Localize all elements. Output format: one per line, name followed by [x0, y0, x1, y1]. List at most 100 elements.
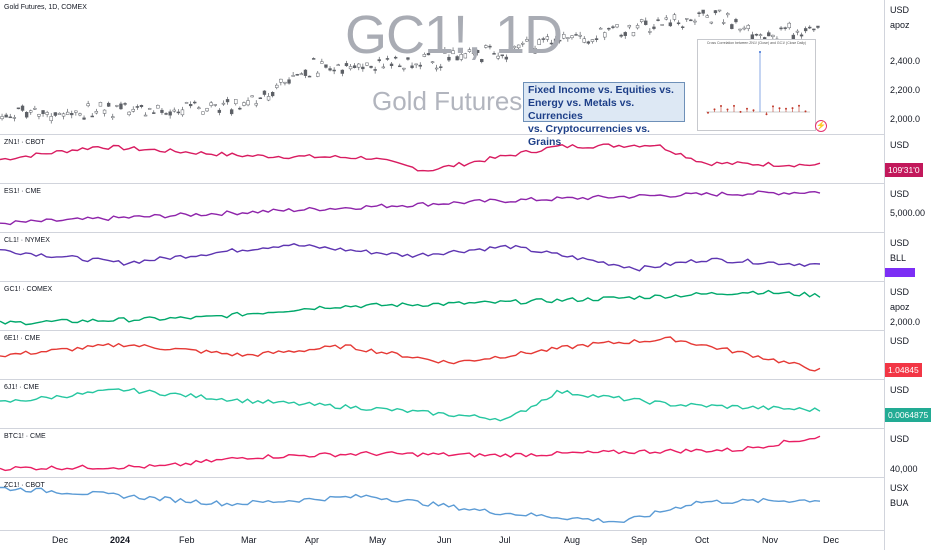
- candle-body: [685, 18, 689, 20]
- candle-body: [82, 117, 86, 120]
- zn-axis: USD 109'31'0: [885, 135, 932, 184]
- candle-body: [147, 108, 152, 110]
- gc-pane[interactable]: GC1! · COMEX: [0, 282, 884, 331]
- candle-body: [402, 67, 406, 70]
- candle-body: [562, 34, 566, 39]
- candle-body: [463, 53, 468, 59]
- candle-body: [767, 32, 771, 37]
- axis-tick: 2,000.0: [890, 317, 921, 327]
- inset-title: Cross Correlation between ZN1! (Close) a…: [706, 41, 807, 45]
- main-price-pane[interactable]: Gold Futures, 1D, COMEX GC1!, 1D Gold Fu…: [0, 0, 884, 148]
- candle-body: [590, 39, 595, 42]
- candle-body: [86, 103, 90, 107]
- candle-body: [709, 21, 714, 24]
- candle-body: [119, 103, 123, 110]
- time-axis[interactable]: Dec 2024 Feb Mar Apr May Jun Jul Aug Sep…: [0, 530, 884, 550]
- candle-body: [570, 35, 574, 39]
- candle-body: [779, 27, 783, 30]
- zn-pane[interactable]: ZN1! · CBOT: [0, 135, 884, 184]
- candle-body: [381, 66, 386, 69]
- candle-body: [504, 56, 509, 60]
- candle-body: [611, 26, 615, 28]
- candle-body: [152, 112, 156, 114]
- candle-body: [234, 99, 238, 105]
- axis-tick: 2,200.0: [890, 85, 921, 95]
- candle-body: [57, 112, 62, 115]
- time-label: Apr: [305, 535, 320, 545]
- es-pane[interactable]: ES1! · CME: [0, 184, 884, 233]
- candle-body: [529, 45, 533, 50]
- candle-body: [197, 107, 201, 110]
- candle-body: [537, 39, 541, 45]
- candle-body: [12, 117, 17, 119]
- candle-body: [471, 52, 476, 54]
- candle-body: [24, 111, 29, 118]
- candle-body: [4, 114, 8, 118]
- zc-line-series: [0, 486, 821, 524]
- axis-currency: USD: [890, 140, 910, 150]
- axis-currency: USD: [890, 434, 910, 444]
- candle-body: [664, 17, 668, 20]
- time-label: Jun: [437, 535, 452, 545]
- candle-body: [188, 104, 193, 107]
- candle-body: [447, 56, 451, 61]
- candle-body: [131, 108, 135, 112]
- pane-label: CL1! · NYMEX: [4, 237, 50, 244]
- btc-pane[interactable]: BTC1! · CME: [0, 429, 884, 478]
- candle-body: [545, 36, 550, 40]
- candle-body: [512, 45, 517, 49]
- axis-unit: BUA: [890, 498, 909, 508]
- candle-body: [275, 84, 279, 88]
- price-tag-marker: [885, 268, 915, 277]
- chart-area[interactable]: Gold Futures, 1D, COMEX GC1!, 1D Gold Fu…: [0, 0, 884, 530]
- candle-body: [361, 66, 365, 70]
- info-line-2: Energy vs. Metals vs. Currencies: [528, 97, 635, 122]
- candle-body: [65, 111, 70, 115]
- time-label: Nov: [762, 535, 779, 545]
- series-line: [0, 486, 821, 524]
- info-textbox[interactable]: Fixed Income vs. Equities vs. Energy vs.…: [523, 82, 685, 148]
- axis-tick: 5,000.00: [890, 208, 926, 218]
- candle-body: [139, 104, 144, 107]
- zc-axis: USX BUA: [885, 478, 932, 530]
- candle-body: [566, 37, 570, 39]
- candle-body: [320, 61, 324, 64]
- candle-body: [771, 34, 775, 37]
- cl-pane[interactable]: CL1! · NYMEX: [0, 233, 884, 282]
- zc-pane[interactable]: ZC1! · CBOT: [0, 478, 884, 530]
- inset-stem-marker: [798, 104, 800, 107]
- candle-body: [352, 65, 357, 68]
- candle-body: [0, 116, 4, 120]
- candle-body: [623, 32, 627, 36]
- series-line: [0, 289, 821, 326]
- candle-body: [598, 27, 603, 30]
- 6e-pane[interactable]: 6E1! · CME: [0, 331, 884, 380]
- inset-stem-marker: [791, 107, 794, 110]
- 6j-pane[interactable]: 6J1! · CME: [0, 380, 884, 429]
- axis-currency: USX: [890, 483, 909, 493]
- candle-body: [242, 102, 246, 106]
- candle-body: [631, 32, 636, 37]
- candle-body: [676, 22, 681, 25]
- es-axis: USD 5,000.00: [885, 184, 932, 233]
- axis-unit: apoz: [890, 302, 910, 312]
- candle-body: [164, 113, 168, 115]
- lightning-icon[interactable]: ⚡: [815, 120, 827, 132]
- candle-body: [787, 22, 791, 29]
- inset-stem-marker: [746, 107, 748, 110]
- pane-label: 6J1! · CME: [4, 384, 40, 391]
- axis-currency: USD: [890, 189, 910, 199]
- candle-body: [648, 31, 652, 33]
- candle-body: [635, 25, 640, 29]
- symbol-watermark: GC1!, 1D: [345, 5, 563, 65]
- price-axis[interactable]: USD apoz 2,400.0 2,200.0 2,000.0 USD 109…: [884, 0, 932, 550]
- 6j-axis: USD 0.0064875: [885, 380, 932, 429]
- candle-body: [78, 113, 82, 116]
- correlation-inset-image[interactable]: Cross Correlation between ZN1! (Close) a…: [697, 39, 816, 131]
- candle-body: [385, 58, 390, 60]
- candle-body: [521, 42, 525, 45]
- candle-body: [16, 107, 21, 110]
- candle-body: [53, 112, 58, 116]
- candle-body: [160, 109, 164, 113]
- candle-body: [168, 111, 172, 116]
